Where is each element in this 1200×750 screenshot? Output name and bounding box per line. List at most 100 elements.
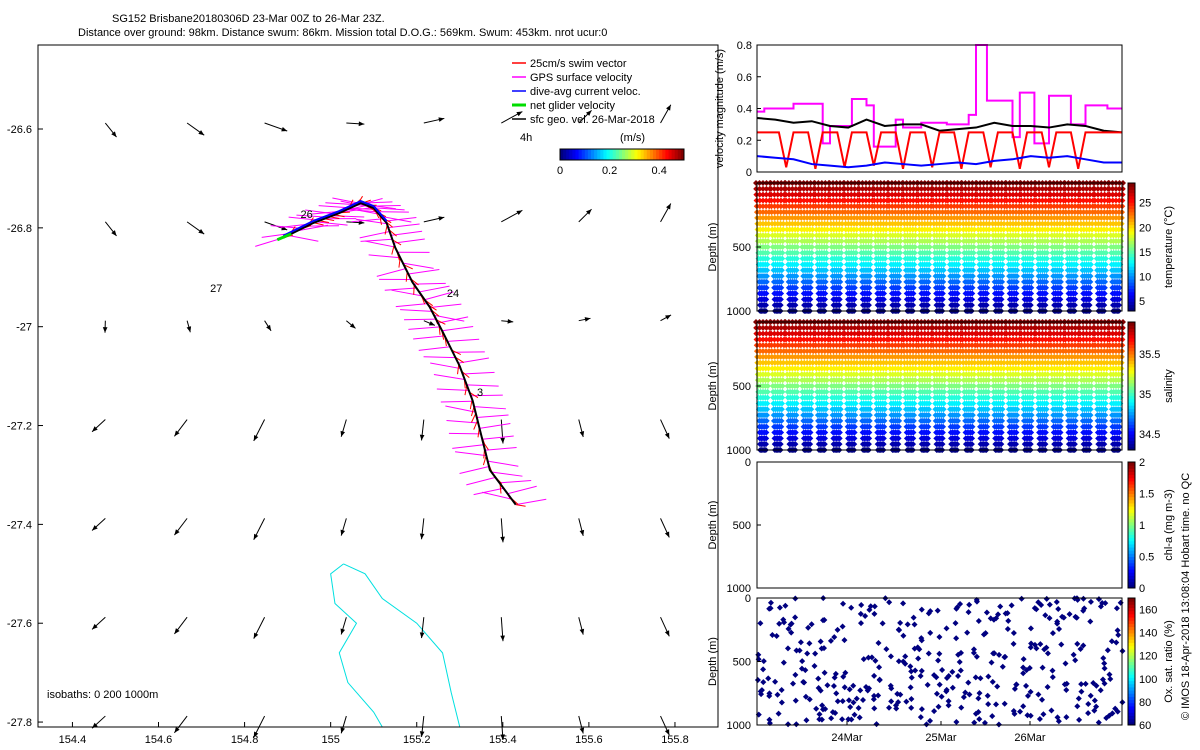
colorbar-cell: [671, 149, 676, 160]
data-point: [880, 296, 887, 303]
data-point: [779, 244, 786, 250]
data-point: [868, 220, 875, 227]
data-point: [762, 302, 769, 309]
data-point: [792, 197, 799, 204]
data-point: [822, 185, 829, 192]
data-point: [862, 209, 869, 216]
data-point: [807, 197, 814, 204]
data-point: [841, 185, 848, 192]
data-point: [778, 290, 785, 297]
data-point: [809, 244, 816, 250]
data-point: [865, 302, 872, 309]
surface-velocity-vector: [474, 406, 506, 410]
data-point: [880, 203, 887, 210]
data-point: [882, 238, 889, 245]
data-point: [753, 191, 760, 198]
data-point: [763, 203, 770, 210]
data-point: [853, 226, 860, 233]
surface-velocity-vector: [429, 303, 462, 308]
colorbar-cell: [594, 149, 598, 160]
data-point: [833, 197, 840, 204]
data-point: [778, 185, 785, 192]
data-point: [780, 226, 787, 233]
colorbar-cell: [646, 149, 651, 160]
surface-velocity-vector: [470, 394, 503, 397]
data-point: [768, 203, 775, 210]
data-point: [822, 267, 829, 274]
x-tick-label: 155.2: [403, 734, 431, 746]
data-point: [866, 284, 873, 291]
depth-ylabel: Depth (m): [707, 223, 719, 272]
data-point: [830, 209, 837, 216]
data-point: [897, 249, 904, 256]
map-colorbar-title: (m/s): [620, 132, 645, 144]
surface-velocity-vector: [408, 269, 440, 275]
data-point: [763, 284, 770, 291]
surface-velocity-vector: [459, 466, 490, 475]
y-tick-label: -27.4: [7, 519, 32, 531]
data-point: [777, 197, 784, 204]
colorbar-cell: [1128, 285, 1135, 290]
data-point: [871, 191, 878, 198]
colorbar-cell: [640, 149, 645, 160]
geo-velocity-arrow-head: [666, 203, 671, 210]
data-point: [833, 191, 840, 198]
data-point: [793, 278, 800, 285]
data-point: [809, 226, 816, 233]
colorbar-cell: [1128, 240, 1135, 245]
data-point: [822, 296, 829, 303]
data-point: [815, 203, 822, 210]
data-point: [866, 185, 873, 192]
data-point: [815, 209, 822, 216]
data-point: [765, 226, 772, 233]
data-point: [848, 203, 855, 210]
data-point: [823, 244, 830, 250]
data-point: [862, 191, 869, 198]
data-point: [794, 244, 801, 250]
colorbar-cell: [1128, 282, 1135, 286]
data-point: [792, 203, 799, 210]
data-point: [765, 232, 772, 239]
data-point: [853, 244, 860, 250]
data-point: [823, 249, 830, 256]
data-point: [778, 273, 785, 280]
data-point: [842, 209, 849, 216]
legend-label: 25cm/s swim vector: [530, 58, 627, 70]
data-point: [793, 255, 800, 262]
colorbar-cell: [1128, 192, 1135, 197]
data-point: [779, 232, 786, 239]
data-point: [812, 197, 819, 204]
data-point: [822, 278, 829, 285]
data-point: [838, 244, 845, 250]
surface-velocity-vector: [442, 325, 474, 332]
geo-velocity-arrow-head: [92, 525, 98, 531]
colorbar-cell: [581, 149, 586, 160]
surface-velocity-vector: [436, 388, 469, 391]
data-point: [818, 191, 825, 198]
swim-vector: [515, 504, 526, 507]
colorbar-cell: [1128, 259, 1135, 264]
colorbar-cell: [1128, 266, 1135, 270]
data-point: [789, 197, 796, 204]
data-point: [774, 209, 781, 216]
header-line1: SG152 Brisbane20180306D 23-Mar 00Z to 26…: [112, 13, 385, 25]
colorbar-tick-label: 20: [1139, 222, 1151, 234]
data-point: [877, 203, 884, 210]
geo-velocity-arrow-head: [266, 324, 272, 331]
data-point: [881, 273, 888, 280]
velocity-y-tick-label: 0.4: [737, 104, 752, 116]
data-point: [844, 191, 851, 198]
data-point: [809, 220, 816, 227]
data-point: [862, 197, 869, 204]
data-point: [807, 284, 814, 291]
data-point: [822, 284, 829, 291]
surface-velocity-vector: [430, 362, 461, 370]
data-point: [874, 203, 881, 210]
geo-velocity-arrow-head: [579, 727, 585, 734]
colorbar-cell: [1128, 231, 1135, 235]
surface-velocity-vector: [390, 230, 423, 236]
data-point: [779, 261, 786, 268]
data-point: [771, 197, 778, 204]
surface-velocity-vector: [466, 476, 496, 486]
